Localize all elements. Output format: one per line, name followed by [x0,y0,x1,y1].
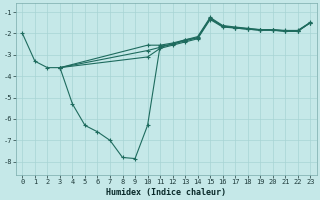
X-axis label: Humidex (Indice chaleur): Humidex (Indice chaleur) [106,188,226,197]
